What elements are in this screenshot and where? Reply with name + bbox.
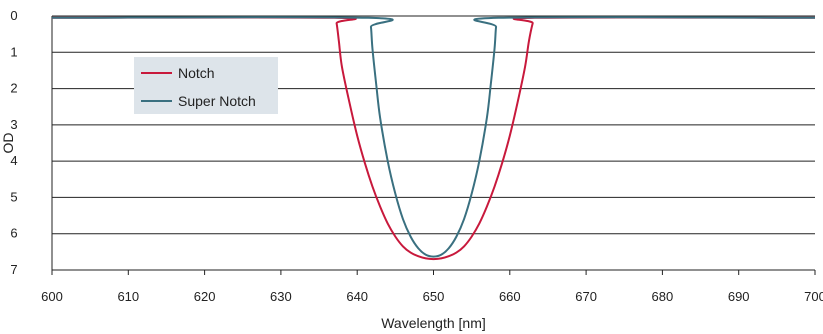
x-tick-label-620: 620	[194, 289, 216, 304]
x-tick-label-700: 700	[804, 289, 823, 304]
plot-series	[51, 16, 816, 261]
x-tick-label-630: 630	[270, 289, 292, 304]
y-tick-label-4: 4	[10, 153, 17, 168]
x-axis-title: Wavelength [nm]	[381, 315, 486, 331]
series-line-super-notch	[51, 16, 816, 258]
x-tick-label-600: 600	[41, 289, 63, 304]
y-tick-label-7: 7	[10, 262, 17, 277]
x-tick-label-660: 660	[499, 289, 521, 304]
y-tick-label-5: 5	[10, 189, 17, 204]
legend-background	[134, 57, 278, 114]
x-tick-label-690: 690	[728, 289, 750, 304]
x-tick-label-670: 670	[575, 289, 597, 304]
y-axis-title: OD	[0, 133, 16, 154]
x-tick-label-650: 650	[423, 289, 445, 304]
y-tick-label-0: 0	[10, 8, 17, 23]
series-line-notch	[51, 16, 816, 261]
y-tick-labels: 0 1 2 3 4 5 6 7	[10, 8, 17, 277]
x-tick-label-610: 610	[117, 289, 139, 304]
grid-lines	[51, 15, 816, 275]
y-tick-label-2: 2	[10, 81, 17, 96]
legend-label-notch: Notch	[178, 65, 215, 81]
x-tick-labels: 600 610 620 630 640 650 660 670 680 690 700	[41, 289, 823, 304]
legend-label-super-notch: Super Notch	[178, 93, 256, 109]
y-tick-label-1: 1	[10, 44, 17, 59]
x-tick-label-640: 640	[346, 289, 368, 304]
x-tick-label-680: 680	[652, 289, 674, 304]
y-tick-label-6: 6	[10, 226, 17, 241]
legend: Notch Super Notch	[134, 57, 278, 114]
y-tick-label-3: 3	[10, 117, 17, 132]
